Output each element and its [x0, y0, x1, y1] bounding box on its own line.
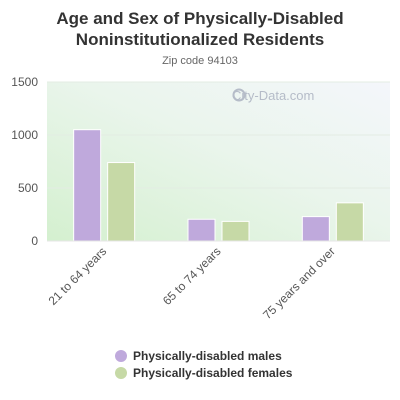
legend-swatch-females — [115, 367, 127, 379]
x-tick-label: 75 years and over — [260, 244, 338, 322]
y-tick-label: 1500 — [11, 75, 38, 89]
magnifier-icon — [232, 88, 246, 102]
y-tick-label: 500 — [18, 181, 38, 195]
legend-label-males: Physically-disabled males — [133, 349, 282, 363]
bar-females — [335, 202, 364, 242]
bar-males — [187, 218, 216, 242]
legend-item-males: Physically-disabled males — [115, 348, 292, 364]
x-tick-label: 21 to 64 years — [46, 244, 110, 308]
plot-background — [47, 82, 390, 241]
y-tick-label: 1000 — [11, 128, 38, 142]
x-axis: 21 to 64 years 65 to 74 years 75 years and… — [46, 244, 338, 322]
legend: Physically-disabled males Physically-dis… — [115, 348, 292, 382]
watermark-text: City-Data.com — [232, 88, 315, 103]
x-tick-label: 65 to 74 years — [160, 244, 224, 308]
grid-lines — [47, 81, 390, 189]
legend-item-females: Physically-disabled females — [115, 365, 292, 381]
chart-subtitle: Zip code 94103 — [162, 55, 238, 67]
bar-females — [107, 162, 136, 242]
y-axis: 0 500 1000 1500 — [11, 75, 38, 248]
watermark: City-Data.com — [232, 88, 314, 103]
legend-swatch-males — [115, 350, 127, 362]
bar-females — [221, 220, 250, 242]
y-tick-label: 0 — [31, 234, 38, 248]
bar-males — [73, 129, 102, 242]
legend-label-females: Physically-disabled females — [133, 366, 293, 380]
bar-males — [301, 216, 330, 242]
bars — [73, 129, 364, 242]
chart-title: Age and Sex of Physically-Disabled Nonin… — [56, 9, 344, 49]
